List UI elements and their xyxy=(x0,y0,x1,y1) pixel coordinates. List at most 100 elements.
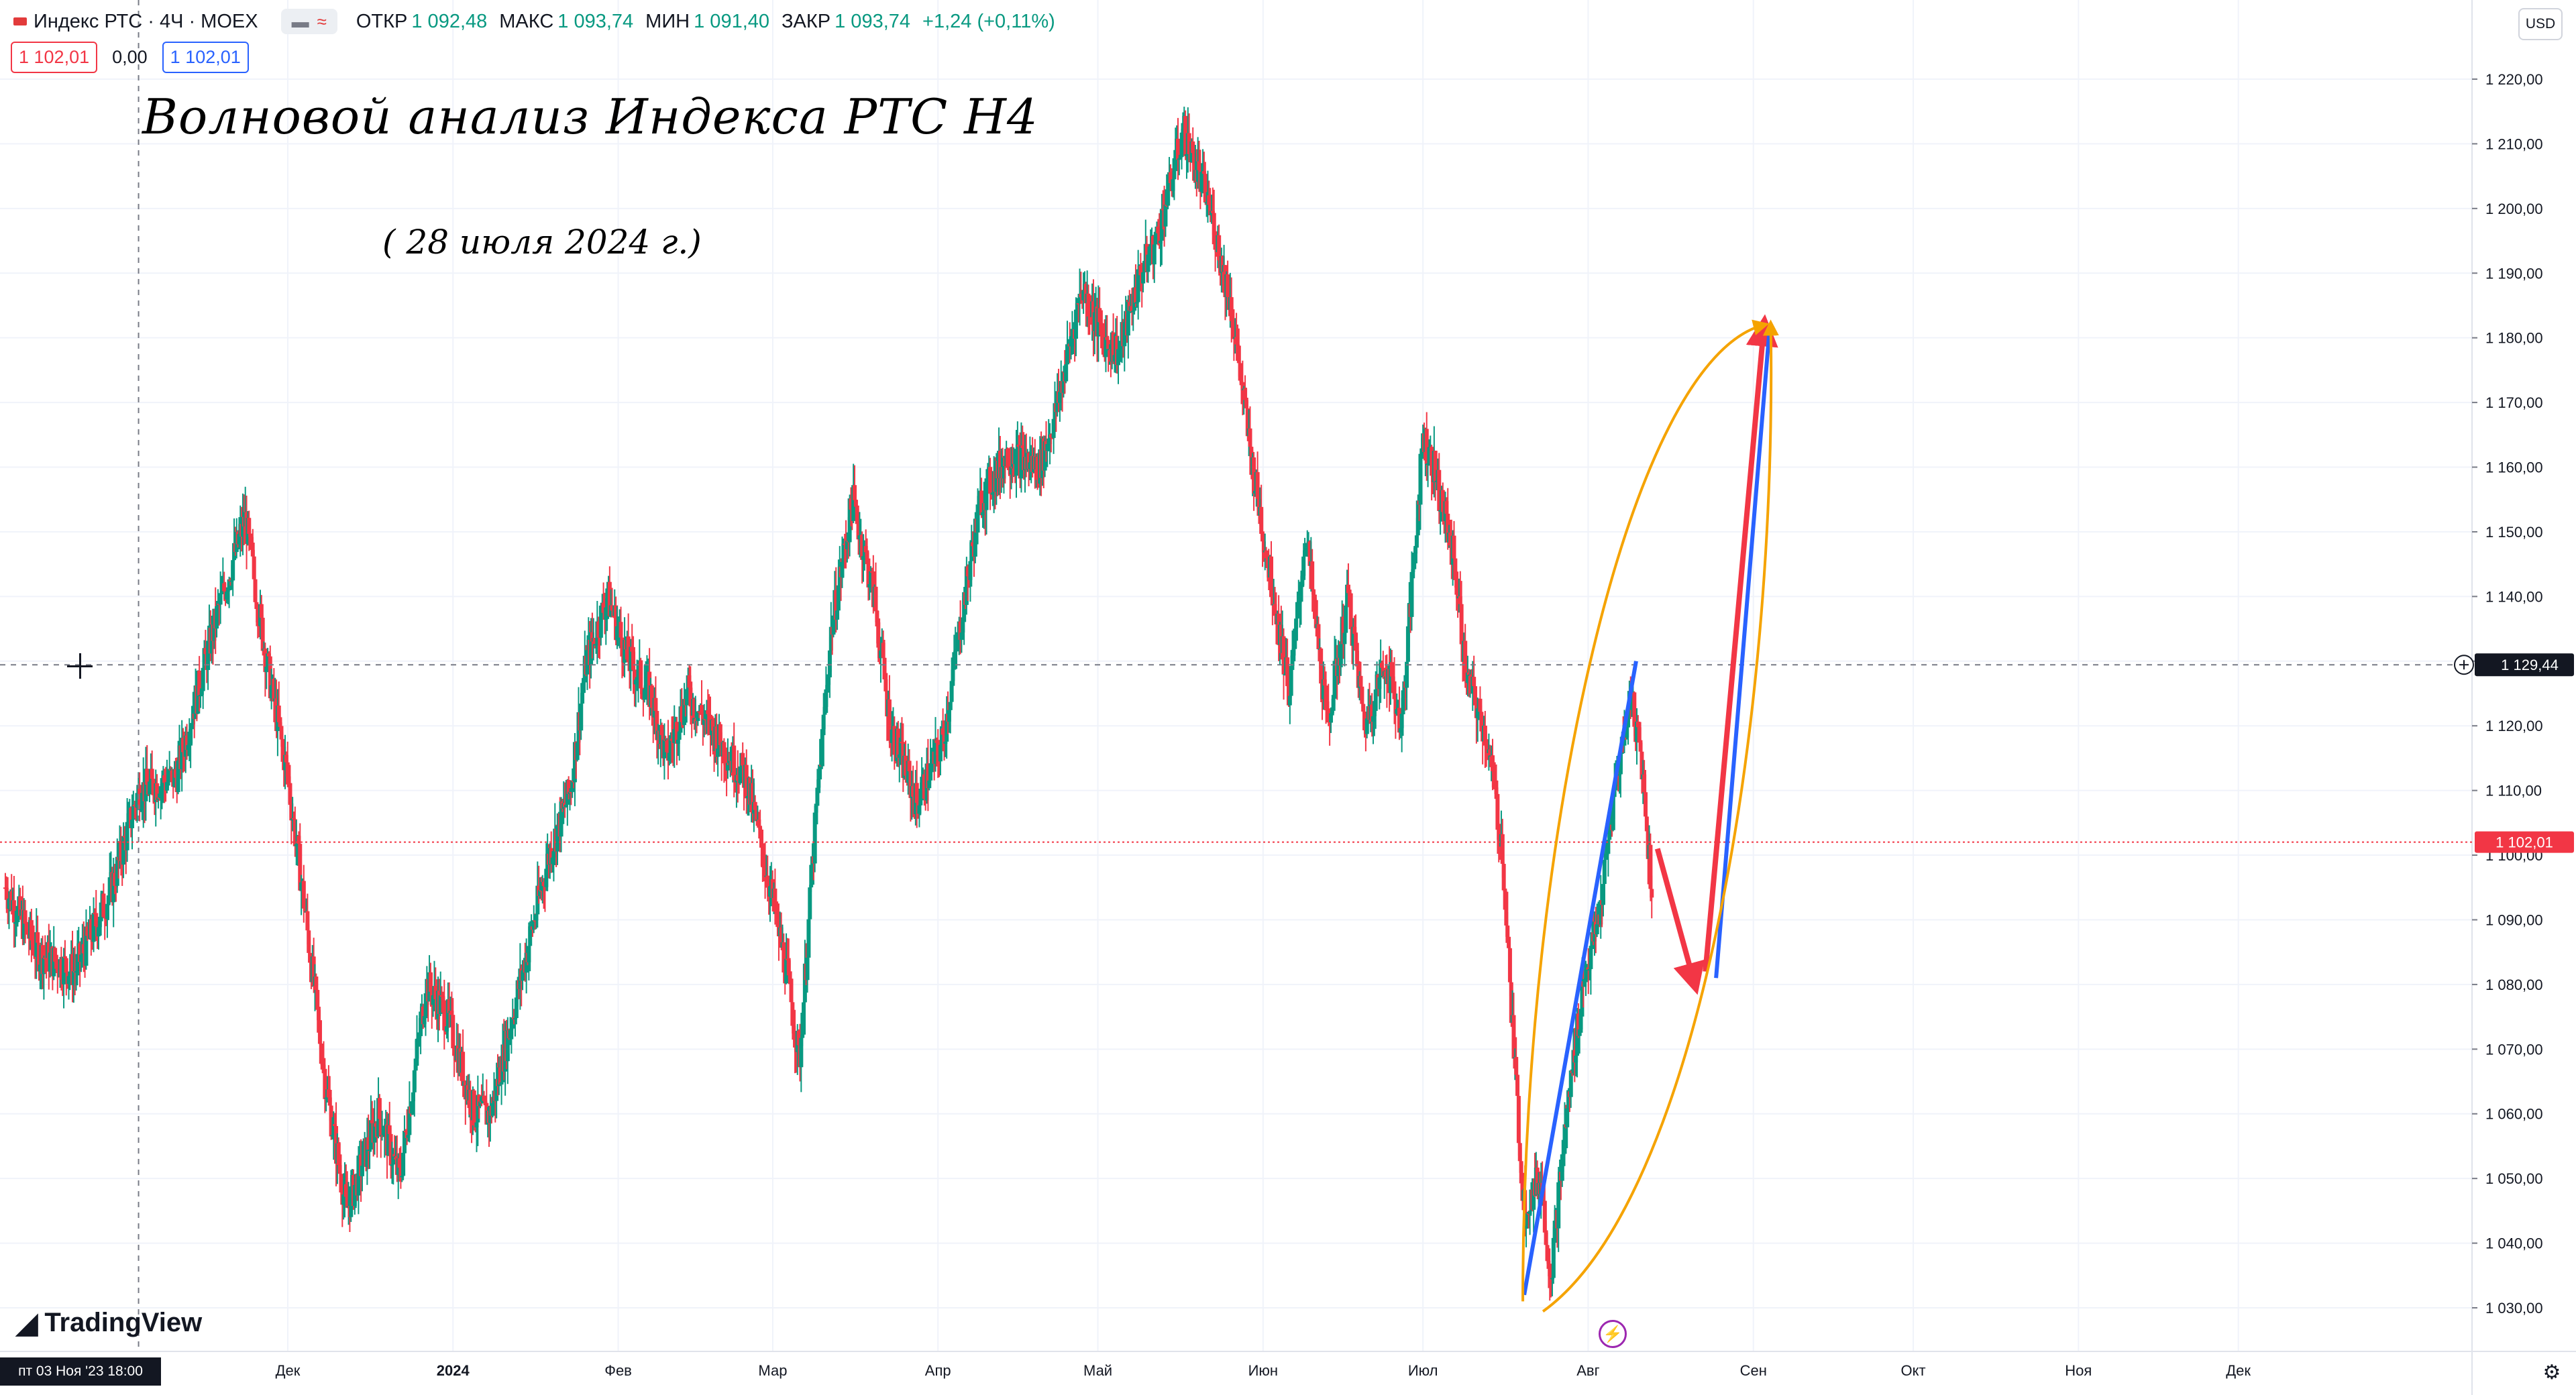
candle-body xyxy=(1303,550,1307,557)
candle-body xyxy=(162,775,167,783)
candle-body xyxy=(1397,708,1401,733)
candle-body xyxy=(505,1030,510,1062)
candle-body xyxy=(407,1106,412,1135)
candle-body xyxy=(1526,1213,1531,1215)
approx-icon[interactable]: ≈ xyxy=(317,11,327,32)
candle-body xyxy=(703,718,708,720)
candle-body xyxy=(1635,721,1640,728)
low-value: 1 091,40 xyxy=(694,10,770,32)
symbol-title[interactable]: Индекс РТС · 4Ч · MOEX xyxy=(34,10,258,32)
candle-body xyxy=(1601,883,1605,905)
candle-body xyxy=(1427,450,1432,464)
event-lightning-icon[interactable]: ⚡ xyxy=(1599,1320,1627,1348)
candle-body xyxy=(1322,679,1327,686)
candle-body xyxy=(1411,569,1415,572)
candle-body xyxy=(125,822,129,850)
minus-icon[interactable]: ▬ xyxy=(291,11,309,32)
candle-body xyxy=(1187,133,1191,154)
candle-body xyxy=(1270,597,1275,606)
candle-body xyxy=(555,826,559,852)
candle-body xyxy=(201,667,205,691)
candle-body xyxy=(1472,677,1477,687)
buy-price-badge[interactable]: 1 102,01 xyxy=(162,42,249,73)
candle-body xyxy=(1134,302,1139,304)
candle-body xyxy=(1255,471,1260,499)
candle-body xyxy=(79,954,84,962)
candle-body xyxy=(374,1123,378,1127)
sell-price-badge[interactable]: 1 102,01 xyxy=(11,42,98,73)
candle-body xyxy=(472,1090,476,1125)
candle-body xyxy=(1602,860,1607,884)
candle-body xyxy=(1295,602,1299,619)
close-value: 1 093,74 xyxy=(835,10,911,32)
candle-body xyxy=(126,813,131,822)
candle-body xyxy=(1099,323,1104,335)
candle-body xyxy=(971,542,975,547)
candle-body xyxy=(763,868,767,877)
candle-body xyxy=(1388,662,1393,693)
gear-icon[interactable]: ⚙ xyxy=(2542,1361,2561,1384)
candle-body xyxy=(190,724,194,730)
candle-body xyxy=(1178,157,1183,159)
candle-body xyxy=(1405,661,1409,688)
candle-body xyxy=(710,720,715,731)
candle-body xyxy=(431,995,435,1005)
candle-body xyxy=(776,913,781,937)
candle-body xyxy=(1101,334,1106,339)
candle-body xyxy=(569,791,574,793)
candle-body xyxy=(1372,710,1377,716)
candle-body xyxy=(1433,451,1438,482)
candle-body xyxy=(283,755,288,771)
candle-body xyxy=(1177,158,1181,160)
candle-body xyxy=(7,898,11,909)
candle-body xyxy=(887,699,892,741)
candle-body xyxy=(468,1089,473,1115)
candle-body xyxy=(947,710,951,722)
candle-body xyxy=(1475,708,1480,718)
candle-body xyxy=(215,606,219,629)
forecast-blue-line xyxy=(1714,331,1772,979)
candle-body xyxy=(1028,462,1032,469)
tradingview-logo[interactable]: ◢ TradingView xyxy=(16,1306,202,1339)
candle-body xyxy=(799,1038,804,1068)
candle-body xyxy=(1466,672,1471,675)
y-tick-label: 1 090,00 xyxy=(2485,911,2543,928)
candle-body xyxy=(1096,308,1101,337)
candle-body xyxy=(1305,543,1309,548)
candle-body xyxy=(1637,727,1642,743)
candle-body xyxy=(564,804,568,807)
candle-body xyxy=(138,809,143,811)
candle-body xyxy=(1509,982,1513,1023)
candle-body xyxy=(1252,490,1257,494)
candle-body xyxy=(1491,771,1496,788)
candle-body xyxy=(1065,344,1070,365)
candle-body xyxy=(305,911,310,931)
candle-body xyxy=(1061,372,1066,393)
candle-body xyxy=(1459,604,1464,645)
candle-body xyxy=(596,621,601,638)
display-mode-toggle[interactable]: ▬ ≈ xyxy=(280,9,337,34)
candle-body xyxy=(964,566,969,605)
candle-body xyxy=(544,869,549,887)
candle-body xyxy=(1281,636,1286,675)
candle-body xyxy=(1618,754,1623,775)
candle-body xyxy=(1551,1237,1556,1278)
y-tick-label: 1 120,00 xyxy=(2485,718,2543,734)
candle-body xyxy=(405,1131,409,1138)
candle-body xyxy=(388,1133,393,1166)
candle-body xyxy=(786,960,791,972)
candle-body xyxy=(1524,1225,1529,1229)
candle-body xyxy=(1265,558,1270,560)
candle-body xyxy=(659,724,664,736)
currency-selector[interactable]: USD xyxy=(2518,8,2563,40)
candle-body xyxy=(1126,302,1130,336)
candle-body xyxy=(483,1101,488,1103)
y-tick-label: 1 180,00 xyxy=(2485,330,2543,347)
candle-body xyxy=(1248,428,1252,447)
candle-body xyxy=(866,558,871,588)
candle-body xyxy=(857,535,862,540)
candle-body xyxy=(1236,345,1241,364)
candle-body xyxy=(1076,303,1081,305)
candle-body xyxy=(1437,469,1442,511)
